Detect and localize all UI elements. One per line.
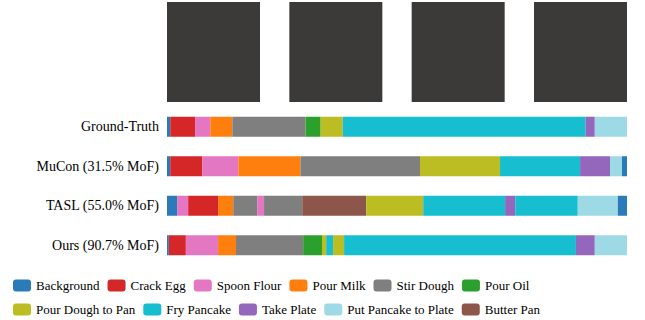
svg-text:Fry Pancake: Fry Pancake xyxy=(166,302,231,317)
svg-text:Put Pancake to Plate: Put Pancake to Plate xyxy=(347,302,454,317)
svg-text:Ground-Truth: Ground-Truth xyxy=(81,119,159,134)
svg-text:TASL (55.0% MoF): TASL (55.0% MoF) xyxy=(46,198,159,214)
svg-text:Pour Dough to Pan: Pour Dough to Pan xyxy=(36,302,136,317)
svg-text:Background: Background xyxy=(36,278,100,293)
svg-text:Take Plate: Take Plate xyxy=(262,302,317,317)
svg-text:Butter Pan: Butter Pan xyxy=(485,302,541,317)
svg-text:Ours (90.7% MoF): Ours (90.7% MoF) xyxy=(52,238,159,254)
svg-text:MuCon (31.5% MoF): MuCon (31.5% MoF) xyxy=(36,159,159,175)
svg-text:Pour Milk: Pour Milk xyxy=(312,278,366,293)
svg-text:Stir Dough: Stir Dough xyxy=(397,278,455,293)
svg-text:Pour Oil: Pour Oil xyxy=(485,278,530,293)
svg-text:Spoon Flour: Spoon Flour xyxy=(217,278,282,293)
svg-text:Crack Egg: Crack Egg xyxy=(131,278,187,293)
